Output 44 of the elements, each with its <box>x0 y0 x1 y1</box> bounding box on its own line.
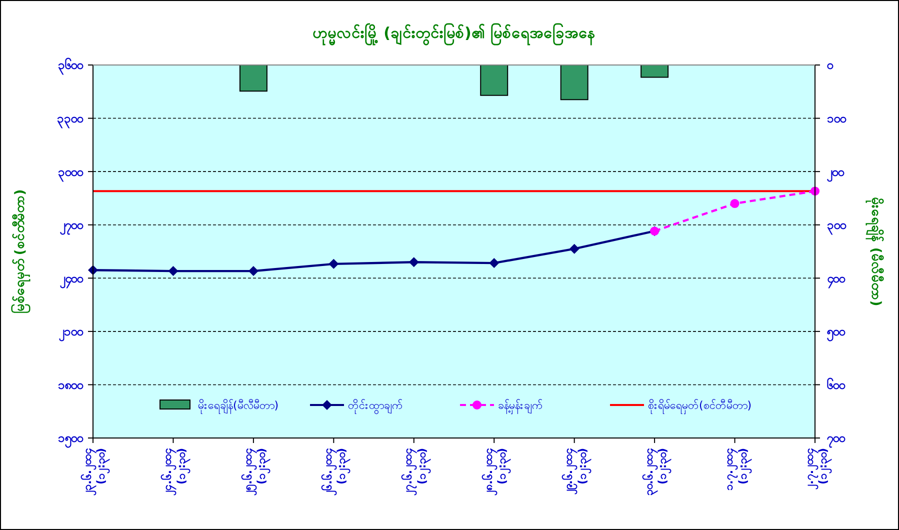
y2-tick-label: ၇၀၀ <box>826 431 846 450</box>
bar <box>560 64 588 100</box>
y-tick-label: ၃၃၀၀ <box>57 111 84 130</box>
y-tick-label: ၂၄၀၀ <box>59 271 84 290</box>
x-tick-label: ၂၉.၆.၂၀၁၄ (၁၂:၃၀) <box>562 448 592 494</box>
bar <box>640 64 669 78</box>
chart-title: ဟုမ္မလင်းမြို့ (ချင်းတွင်းမြစ်)၏ မြစ်ရေအခြေအနေ <box>312 22 596 46</box>
legend-label: စိုးရိမ်ရေမှတ်(စင်တီမီတာ) <box>648 398 752 414</box>
y-tick-label: ၃၀၀၀ <box>58 164 84 183</box>
x-tick-label: ၂၆.၆.၂၀၁၄ (၁၂:၃၀) <box>321 448 352 496</box>
point <box>328 258 339 269</box>
x-tick-label: ၂၅.၆.၂၀၁၄ (၁၂:၃၀) <box>241 448 271 496</box>
x-tick-label: ၂၇.၆.၂၀၁၄ (၁၂:၃၀) <box>402 448 432 496</box>
legend-label: တိုင်းထွာချက် <box>348 398 403 414</box>
x-tick-label: ၂၄.၆.၂၀၁၄ (၁၂:၃၀) <box>161 448 191 496</box>
y2-tick-label: ၃၀၀ <box>827 218 847 236</box>
legend-label: ခန့်မှန်းချက် <box>498 398 543 414</box>
y-tick-label: ၃၆၀၀ <box>58 56 84 76</box>
legend-label: မိုးရေချိန်(မီလီမီတာ) <box>198 398 279 414</box>
x-tick-label: ၂၃.၆.၂၀၁၄ (၁၂:၃၀) <box>80 448 111 496</box>
y2-tick-label: ၁၀၀ <box>827 111 847 126</box>
point <box>408 257 419 268</box>
y-axis-title: မြစ်ရေမှတ် (စင်တီမီတာ) <box>10 189 31 314</box>
y2-tick-label: ၆၀၀ <box>826 376 846 392</box>
point <box>248 266 258 276</box>
point <box>489 258 500 268</box>
y2-tick-label: ၄၀၀ <box>826 271 846 290</box>
y2-tick-label: ၂၀၀ <box>826 164 845 183</box>
x-tick-label: ၁.၇.၂၀၁၄ (၁၂:၃၀) <box>722 448 752 490</box>
point <box>730 199 740 208</box>
y-tick-label: ၁၅၀၀ <box>58 431 84 450</box>
y-tick-label: ၂၇၀၀ <box>59 218 84 236</box>
y-tick-label: ၁၈၀၀ <box>58 378 84 392</box>
x-tick-label: ၂.၇.၂၀၁၄ (၁၂:၃၀) <box>802 448 833 490</box>
x-tick-label: ၃၀.၆.၂၀၁၄ (၁၂:၃၀) <box>642 448 672 496</box>
y-tick-label: ၂၁၀၀ <box>58 324 84 343</box>
point <box>168 266 178 276</box>
y2-tick-label: ၅၀၀ <box>826 324 846 343</box>
y2-axis-title: မိုးရေချိန် (မီလီမီတာ) <box>865 196 885 306</box>
point <box>569 244 580 254</box>
bar <box>239 64 268 92</box>
x-tick-label: ၂၈.၆.၂၀၁၄ (၁၂:၃၀) <box>482 448 512 496</box>
bar <box>480 64 508 96</box>
y2-tick-label: ၀ <box>826 58 834 72</box>
